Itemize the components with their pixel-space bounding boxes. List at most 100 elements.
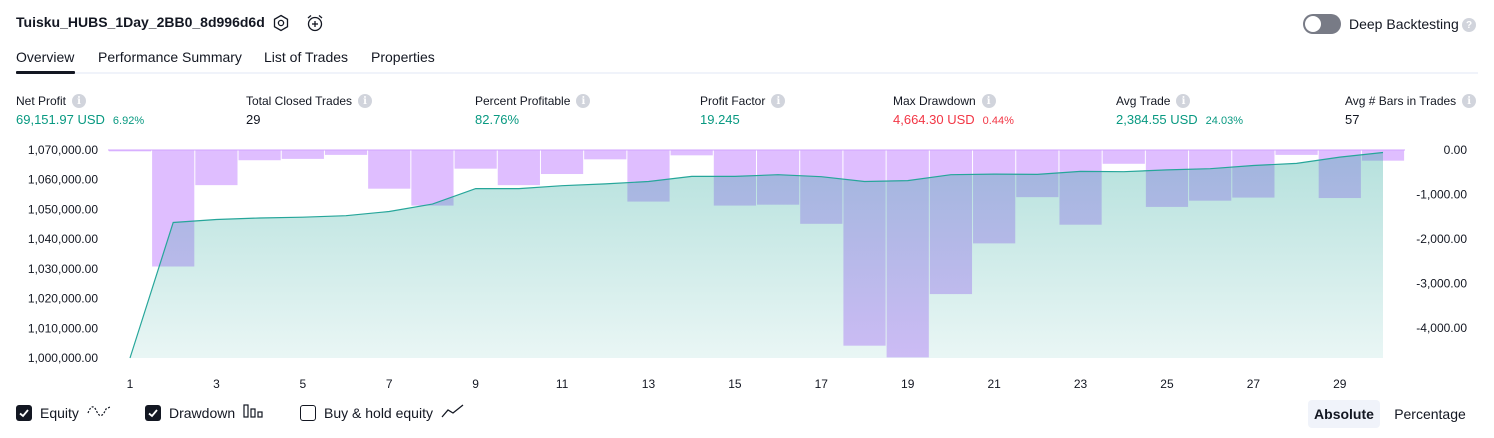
tabs-divider — [16, 72, 1478, 74]
info-icon[interactable]: i — [358, 94, 373, 108]
legend-buy-hold[interactable]: Buy & hold equity — [300, 403, 465, 422]
x-axis-tick-label: 5 — [299, 377, 306, 391]
equity-checkbox[interactable] — [16, 404, 32, 421]
metric-label-text: Net Profit — [16, 94, 67, 108]
drawdown-bar — [281, 150, 324, 159]
right-axis-tick-label: -4,000.00 — [1416, 321, 1467, 335]
left-axis-tick-label: 1,060,000.00 — [28, 173, 98, 187]
drawdown-bar — [108, 150, 152, 152]
tab-properties[interactable]: Properties — [371, 49, 435, 65]
equity-drawdown-chart[interactable]: 1,000,000.00 1,010,000.00 1,020,000.00 1,03… — [0, 0, 1494, 395]
x-axis-tick-label: 19 — [901, 377, 915, 391]
x-axis-tick-label: 21 — [987, 377, 1001, 391]
deep-backtesting-label: Deep Backtesting — [1349, 16, 1459, 32]
x-axis-tick-label: 17 — [815, 377, 829, 391]
tab-performance-summary[interactable]: Performance Summary — [98, 49, 242, 65]
metric-total-closed-trades-label: Total Closed Trades i — [246, 94, 373, 108]
left-axis-tick-label: 1,070,000.00 — [28, 143, 98, 157]
equity-wave-icon — [87, 403, 111, 422]
x-axis-tick-label: 7 — [386, 377, 393, 391]
legend-drawdown[interactable]: Drawdown — [145, 403, 265, 422]
add-alert-clock-icon[interactable] — [305, 13, 325, 33]
metric-percent-text: 0.44% — [982, 115, 1014, 127]
drawdown-bar — [238, 150, 281, 161]
settings-gear-icon[interactable] — [271, 13, 291, 33]
x-axis-tick-label: 29 — [1333, 377, 1347, 391]
drawdown-bar — [368, 150, 411, 189]
deep-backtesting-toggle[interactable] — [1303, 14, 1341, 34]
metric-label-text: Total Closed Trades — [246, 94, 353, 108]
left-axis-tick-label: 1,000,000.00 — [28, 351, 98, 365]
equity-area — [130, 152, 1383, 358]
x-axis-tick-label: 3 — [213, 377, 220, 391]
x-axis-tick-label: 27 — [1247, 377, 1261, 391]
buy-hold-line-icon — [441, 403, 465, 422]
metric-value-text: 69,151.97 USD — [16, 112, 105, 127]
metric-value-text: 82.76% — [475, 112, 520, 127]
drawdown-bars-icon — [243, 403, 265, 422]
x-axis-tick-label: 13 — [642, 377, 656, 391]
metric-max-drawdown-value: 4,664.30 USD 0.44% — [893, 112, 1014, 127]
left-axis-tick-label: 1,020,000.00 — [28, 292, 98, 306]
drawdown-bar — [1275, 150, 1318, 155]
mode-absolute-button[interactable]: Absolute — [1308, 400, 1380, 428]
right-axis-tick-label: -3,000.00 — [1416, 276, 1467, 290]
legend-buy-hold-label: Buy & hold equity — [324, 404, 433, 421]
metric-label-text: Percent Profitable — [475, 94, 571, 108]
x-axis-tick-label: 11 — [556, 377, 569, 391]
metric-net-profit-value: 69,151.97 USD 6.92% — [16, 112, 144, 127]
mode-percentage-button[interactable]: Percentage — [1394, 406, 1466, 422]
info-icon[interactable]: i — [72, 94, 87, 108]
metric-avg-trade-label: Avg Trade i — [1116, 94, 1191, 108]
drawdown-bar — [670, 150, 713, 156]
metric-label-text: Profit Factor — [700, 94, 766, 108]
metric-value-text: 57 — [1345, 112, 1360, 127]
drawdown-bar — [584, 150, 627, 160]
drawdown-checkbox[interactable] — [145, 404, 161, 421]
right-axis-tick-label: 0.00 — [1444, 143, 1468, 157]
metric-value-text: 19.245 — [700, 112, 740, 127]
info-icon[interactable]: i — [576, 94, 591, 108]
metric-avg-trade-value: 2,384.55 USD 24.03% — [1116, 112, 1243, 127]
drawdown-bar — [454, 150, 497, 169]
drawdown-bar — [411, 150, 454, 206]
info-icon[interactable]: i — [981, 94, 996, 108]
legend-equity[interactable]: Equity — [16, 403, 111, 422]
metric-profit-factor-value: 19.245 — [700, 112, 740, 127]
drawdown-bar — [1102, 150, 1145, 164]
metric-label-text: Avg Trade — [1116, 94, 1171, 108]
metric-avg-bars-label: Avg # Bars in Trades i — [1345, 94, 1477, 108]
active-tab-indicator — [16, 71, 75, 74]
left-axis-tick-label: 1,050,000.00 — [28, 202, 98, 216]
info-icon[interactable]: i — [1176, 94, 1191, 108]
metric-profit-factor-label: Profit Factor i — [700, 94, 786, 108]
info-icon[interactable]: i — [771, 94, 786, 108]
metric-percent-text: 6.92% — [112, 115, 145, 127]
strategy-title: Tuisku_HUBS_1Day_2BB0_8d996d6d — [16, 14, 265, 30]
metric-label-text: Max Drawdown — [893, 94, 976, 108]
equity-line — [129, 151, 1384, 359]
metric-value-text: 29 — [246, 112, 261, 127]
right-axis-tick-label: -1,000.00 — [1416, 187, 1467, 201]
tab-overview[interactable]: Overview — [16, 49, 75, 65]
metric-percent-profitable-value: 82.76% — [475, 112, 519, 127]
info-icon[interactable]: i — [1462, 94, 1477, 108]
tab-list-of-trades[interactable]: List of Trades — [264, 49, 349, 65]
left-axis-tick-label: 1,040,000.00 — [28, 232, 98, 246]
drawdown-bar — [324, 150, 368, 155]
buy-hold-checkbox[interactable] — [300, 404, 316, 421]
legend-equity-label: Equity — [40, 404, 79, 421]
metric-label-text: Avg # Bars in Trades — [1345, 94, 1457, 108]
metric-value-text: 4,664.30 USD — [893, 112, 975, 127]
metric-percent-profitable-label: Percent Profitable i — [475, 94, 591, 108]
x-axis-tick-label: 15 — [728, 377, 742, 391]
x-axis-tick-label: 25 — [1160, 377, 1174, 391]
help-question-icon[interactable]: ? — [1462, 18, 1476, 32]
x-axis-tick-label: 23 — [1074, 377, 1088, 391]
metric-max-drawdown-label: Max Drawdown i — [893, 94, 996, 108]
right-axis-tick-label: -2,000.00 — [1416, 232, 1467, 246]
x-axis-tick-label: 1 — [127, 377, 134, 391]
metric-total-closed-trades-value: 29 — [246, 112, 260, 127]
drawdown-bar — [497, 150, 540, 186]
left-axis-tick-label: 1,030,000.00 — [28, 262, 98, 276]
